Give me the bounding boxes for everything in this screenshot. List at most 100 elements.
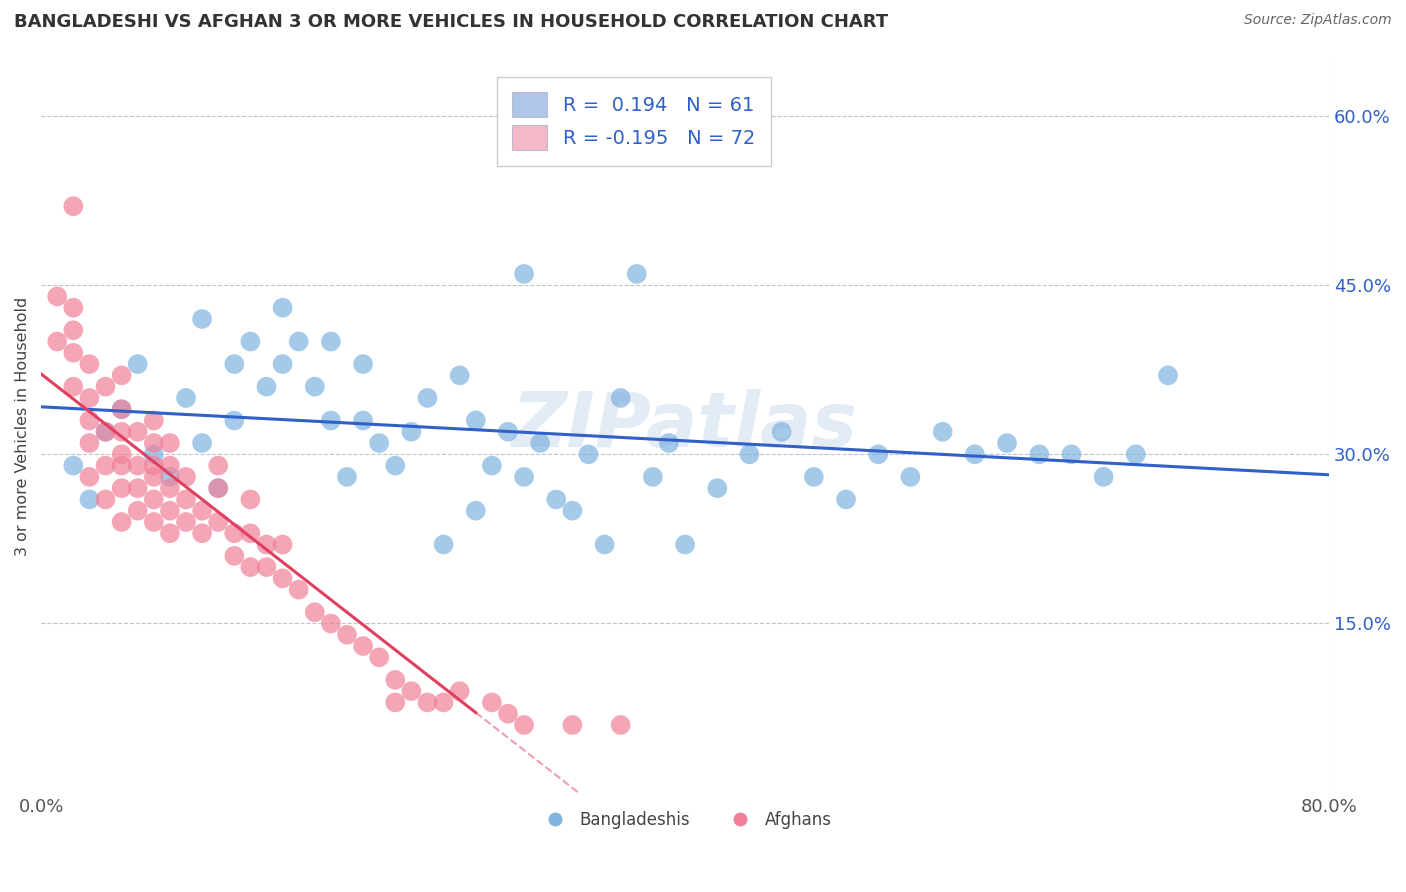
Point (835, 492, 858, 507)
Point (416, 391, 439, 405)
Point (94, 492, 117, 507)
Point (352, 413, 374, 427)
Text: BANGLADESHI VS AFGHAN 3 OR MORE VEHICLES IN HOUSEHOLD CORRELATION CHART: BANGLADESHI VS AFGHAN 3 OR MORE VEHICLES… (14, 13, 889, 31)
Point (159, 470, 181, 484)
Point (1060, 447, 1083, 461)
Point (271, 537, 294, 551)
Point (384, 458, 406, 473)
Point (191, 436, 214, 450)
Point (79, 470, 101, 484)
Point (239, 560, 262, 574)
Point (481, 458, 503, 473)
Point (142, 470, 165, 484)
Point (142, 413, 165, 427)
Point (384, 673, 406, 687)
Point (256, 560, 278, 574)
Point (207, 481, 229, 495)
Point (174, 470, 197, 484)
Point (79, 413, 101, 427)
Point (609, 391, 631, 405)
Point (62, 379, 84, 393)
Point (319, 413, 342, 427)
Point (416, 695, 439, 709)
Point (142, 447, 165, 461)
Point (401, 425, 423, 439)
Point (706, 481, 728, 495)
Legend: Bangladeshis, Afghans: Bangladeshis, Afghans (531, 805, 839, 836)
Point (496, 425, 519, 439)
Point (271, 301, 294, 315)
Point (641, 470, 664, 484)
Point (191, 526, 214, 541)
Point (561, 718, 583, 732)
Point (481, 695, 503, 709)
Point (110, 368, 132, 383)
Point (546, 492, 568, 507)
Point (207, 481, 229, 495)
Point (79, 492, 101, 507)
Point (159, 526, 181, 541)
Point (868, 447, 890, 461)
Point (432, 537, 454, 551)
Point (127, 504, 149, 518)
Point (368, 436, 391, 450)
Point (62, 199, 84, 213)
Point (304, 605, 326, 619)
Point (738, 447, 761, 461)
Point (191, 504, 214, 518)
Point (207, 458, 229, 473)
Point (191, 312, 214, 326)
Point (995, 436, 1018, 450)
Point (110, 402, 132, 417)
Point (464, 413, 486, 427)
Point (352, 357, 374, 371)
Point (319, 334, 342, 349)
Point (94, 425, 117, 439)
Point (110, 425, 132, 439)
Point (62, 458, 84, 473)
Point (174, 515, 197, 529)
Point (963, 447, 986, 461)
Point (127, 425, 149, 439)
Point (529, 436, 551, 450)
Point (142, 458, 165, 473)
Point (110, 458, 132, 473)
Point (900, 470, 922, 484)
Point (1092, 470, 1115, 484)
Point (110, 402, 132, 417)
Point (79, 391, 101, 405)
Point (496, 706, 519, 721)
Text: ZIPatlas: ZIPatlas (512, 389, 858, 463)
Text: Source: ZipAtlas.com: Source: ZipAtlas.com (1244, 13, 1392, 28)
Point (593, 537, 616, 551)
Point (127, 458, 149, 473)
Point (578, 447, 600, 461)
Point (368, 650, 391, 665)
Point (1028, 447, 1050, 461)
Point (931, 425, 953, 439)
Point (401, 684, 423, 698)
Point (626, 267, 648, 281)
Point (94, 425, 117, 439)
Point (304, 379, 326, 393)
Point (673, 537, 696, 551)
Point (287, 582, 309, 597)
Point (561, 504, 583, 518)
Point (287, 334, 309, 349)
Point (256, 537, 278, 551)
Point (803, 470, 825, 484)
Point (770, 425, 793, 439)
Point (159, 504, 181, 518)
Point (110, 447, 132, 461)
Point (142, 492, 165, 507)
Point (319, 616, 342, 631)
Point (127, 481, 149, 495)
Point (336, 470, 359, 484)
Point (239, 334, 262, 349)
Point (174, 391, 197, 405)
Point (239, 492, 262, 507)
Point (256, 379, 278, 393)
Point (94, 379, 117, 393)
Point (513, 470, 536, 484)
Point (449, 684, 471, 698)
